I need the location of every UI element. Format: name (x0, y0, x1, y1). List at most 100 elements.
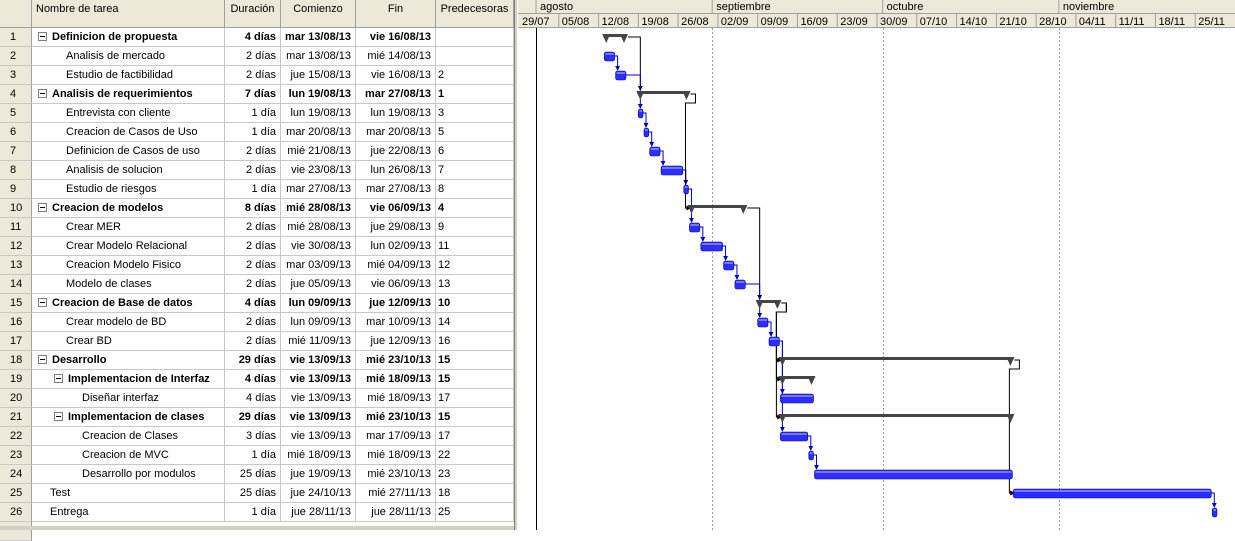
summary-bar[interactable] (688, 205, 747, 208)
predecessors-cell[interactable]: 15 (436, 351, 514, 370)
start-cell[interactable]: lun 19/08/13 (281, 104, 356, 123)
table-row[interactable]: 3 Estudio de factibilidad 2 días jue 15/08/… (0, 66, 514, 85)
end-cell[interactable]: vie 16/08/13 (356, 28, 436, 47)
predecessors-cell[interactable]: 5 (436, 123, 514, 142)
task-name-cell[interactable]: Implementacion de clases (32, 408, 225, 427)
row-id-cell[interactable]: 7 (0, 142, 32, 161)
table-row[interactable]: 19 Implementacion de Interfaz 4 días vie 13… (0, 370, 514, 389)
duration-cell[interactable]: 1 día (225, 123, 281, 142)
row-id-cell[interactable]: 24 (0, 465, 32, 484)
end-cell[interactable]: mié 18/09/13 (356, 389, 436, 408)
task-name-cell[interactable]: Analisis de requerimientos (32, 85, 225, 104)
start-cell[interactable]: vie 13/09/13 (281, 370, 356, 389)
row-id-cell[interactable]: 10 (0, 199, 32, 218)
end-cell[interactable]: mié 18/09/13 (356, 446, 436, 465)
duration-cell[interactable]: 1 día (225, 503, 281, 522)
task-name-cell[interactable]: Creacion de Casos de Uso (32, 123, 225, 142)
header-predecessors[interactable]: Predecesoras (436, 0, 514, 28)
table-row[interactable]: 10 Creacion de modelos 8 días mié 28/08/13 v… (0, 199, 514, 218)
end-cell[interactable]: lun 26/08/13 (356, 161, 436, 180)
predecessors-cell[interactable]: 12 (436, 256, 514, 275)
table-row[interactable]: 6 Creacion de Casos de Uso 1 día mar 20/08/… (0, 123, 514, 142)
predecessors-cell[interactable]: 15 (436, 370, 514, 389)
horizontal-scrollbar[interactable] (0, 526, 514, 530)
row-id-cell[interactable]: 20 (0, 389, 32, 408)
collapse-toggle-icon[interactable] (38, 31, 47, 41)
task-name-cell[interactable]: Creacion Modelo Fisico (32, 256, 225, 275)
end-cell[interactable]: mié 18/09/13 (356, 370, 436, 389)
predecessors-cell[interactable]: 7 (436, 161, 514, 180)
task-name-cell[interactable]: Crear modelo de BD (32, 313, 225, 332)
collapse-toggle-icon[interactable] (38, 297, 47, 307)
predecessors-cell[interactable]: 17 (436, 427, 514, 446)
predecessors-cell[interactable]: 4 (436, 199, 514, 218)
duration-cell[interactable]: 4 días (225, 389, 281, 408)
row-id-cell[interactable]: 5 (0, 104, 32, 123)
end-cell[interactable]: mar 27/08/13 (356, 85, 436, 104)
task-name-cell[interactable]: Definicion de propuesta (32, 28, 225, 47)
row-id-cell[interactable]: 26 (0, 503, 32, 522)
table-row[interactable]: 23 Creacion de MVC 1 día mié 18/09/13 mié 18… (0, 446, 514, 465)
table-row[interactable]: 7 Definicion de Casos de uso 2 días mié 21/… (0, 142, 514, 161)
table-row[interactable]: 15 Creacion de Base de datos 4 días lun 09/… (0, 294, 514, 313)
row-id-cell[interactable]: 11 (0, 218, 32, 237)
summary-bar[interactable] (779, 357, 1014, 360)
table-row[interactable]: 8 Analisis de solucion 2 días vie 23/08/13 l… (0, 161, 514, 180)
row-id-cell[interactable]: 14 (0, 275, 32, 294)
predecessors-cell[interactable] (436, 47, 514, 66)
row-id-cell[interactable]: 1 (0, 28, 32, 47)
collapse-toggle-icon[interactable] (54, 373, 63, 383)
start-cell[interactable]: mié 11/09/13 (281, 332, 356, 351)
empty-row[interactable] (0, 522, 514, 541)
duration-cell[interactable]: 2 días (225, 161, 281, 180)
duration-cell[interactable]: 1 día (225, 104, 281, 123)
start-cell[interactable]: vie 13/09/13 (281, 408, 356, 427)
duration-cell[interactable]: 2 días (225, 218, 281, 237)
end-cell[interactable]: mar 10/09/13 (356, 313, 436, 332)
row-id-cell[interactable]: 25 (0, 484, 32, 503)
start-cell[interactable]: lun 09/09/13 (281, 294, 356, 313)
duration-cell[interactable]: 4 días (225, 370, 281, 389)
row-id-cell[interactable]: 12 (0, 237, 32, 256)
row-id-cell[interactable]: 23 (0, 446, 32, 465)
task-name-cell[interactable]: Test (32, 484, 225, 503)
predecessors-cell[interactable]: 23 (436, 465, 514, 484)
row-id-cell[interactable]: 4 (0, 85, 32, 104)
row-id-cell[interactable]: 3 (0, 66, 32, 85)
summary-bar[interactable] (603, 34, 627, 37)
predecessors-cell[interactable]: 9 (436, 218, 514, 237)
row-id-cell[interactable]: 6 (0, 123, 32, 142)
start-cell[interactable]: jue 19/09/13 (281, 465, 356, 484)
task-name-cell[interactable]: Definicion de Casos de uso (32, 142, 225, 161)
table-row[interactable]: 18 Desarrollo 29 días vie 13/09/13 mié 23/10… (0, 351, 514, 370)
header-start[interactable]: Comienzo (281, 0, 356, 28)
row-id-cell[interactable]: 13 (0, 256, 32, 275)
start-cell[interactable]: vie 13/09/13 (281, 351, 356, 370)
predecessors-cell[interactable]: 10 (436, 294, 514, 313)
start-cell[interactable]: jue 24/10/13 (281, 484, 356, 503)
task-name-cell[interactable]: Crear Modelo Relacional (32, 237, 225, 256)
predecessors-cell[interactable]: 11 (436, 237, 514, 256)
table-row[interactable]: 17 Crear BD 2 días mié 11/09/13 jue 12/09/13… (0, 332, 514, 351)
start-cell[interactable]: lun 19/08/13 (281, 85, 356, 104)
task-name-cell[interactable]: Estudio de riesgos (32, 180, 225, 199)
duration-cell[interactable]: 2 días (225, 313, 281, 332)
summary-bar[interactable] (779, 414, 1014, 417)
header-duration[interactable]: Duración (225, 0, 281, 28)
end-cell[interactable]: mar 20/08/13 (356, 123, 436, 142)
start-cell[interactable]: jue 15/08/13 (281, 66, 356, 85)
end-cell[interactable]: mié 23/10/13 (356, 465, 436, 484)
predecessors-cell[interactable]: 22 (436, 446, 514, 465)
table-row[interactable]: 21 Implementacion de clases 29 días vie 13/… (0, 408, 514, 427)
collapse-toggle-icon[interactable] (38, 88, 47, 98)
start-cell[interactable]: mar 20/08/13 (281, 123, 356, 142)
task-name-cell[interactable]: Entrega (32, 503, 225, 522)
table-row[interactable]: 5 Entrevista con cliente 1 día lun 19/08/13… (0, 104, 514, 123)
task-name-cell[interactable]: Creacion de Base de datos (32, 294, 225, 313)
start-cell[interactable]: mar 13/08/13 (281, 47, 356, 66)
end-cell[interactable]: mié 23/10/13 (356, 408, 436, 427)
collapse-toggle-icon[interactable] (38, 202, 47, 212)
end-cell[interactable]: jue 29/08/13 (356, 218, 436, 237)
summary-bar[interactable] (756, 300, 781, 303)
view-splitter[interactable] (514, 0, 518, 530)
